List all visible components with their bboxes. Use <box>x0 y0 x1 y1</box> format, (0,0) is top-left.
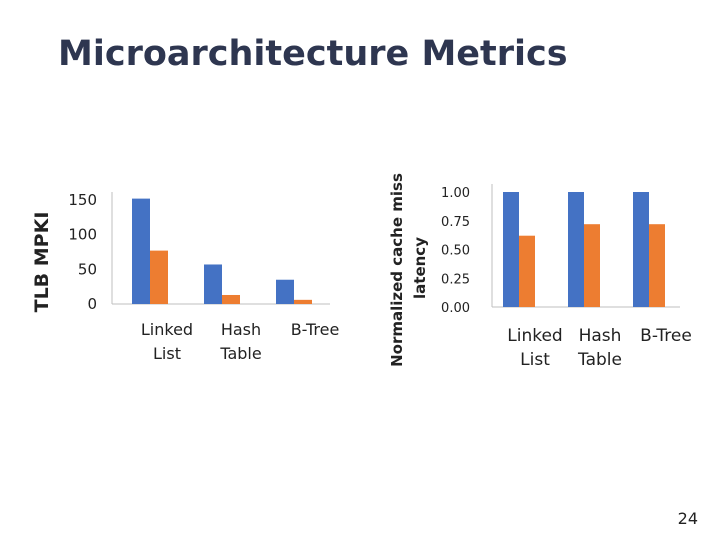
bar-series1 <box>633 192 649 307</box>
bar-series2 <box>150 250 168 304</box>
bar-series1 <box>568 192 584 307</box>
y-tick-label: 0.00 <box>441 301 470 316</box>
bar-series1 <box>503 192 519 307</box>
category-label-line2: Table <box>219 344 261 363</box>
y-tick-label: 50 <box>78 260 97 278</box>
bar-series1 <box>132 198 150 304</box>
y-axis-title-line2: latency <box>411 237 429 299</box>
category-label-line2: List <box>153 344 181 363</box>
bar-series2 <box>649 224 665 307</box>
y-tick-label: 0.75 <box>441 215 470 230</box>
category-label: Linked <box>507 326 562 346</box>
page-number: 24 <box>677 509 698 528</box>
y-tick-label: 100 <box>68 226 97 244</box>
y-tick-label: 0 <box>87 295 97 313</box>
category-label: B-Tree <box>291 320 340 339</box>
bar-series2 <box>519 235 535 307</box>
category-label: Hash <box>579 326 622 346</box>
y-axis-title: TLB MPKI <box>31 212 53 313</box>
y-axis-title: Normalized cache miss <box>388 173 406 367</box>
bar-series2 <box>584 224 600 307</box>
category-label: B-Tree <box>640 326 692 346</box>
category-label-line2: Table <box>577 350 622 370</box>
bar-series1 <box>204 264 222 304</box>
y-tick-label: 150 <box>68 191 97 209</box>
bar-series1 <box>276 279 294 304</box>
category-label-line2: List <box>520 350 550 370</box>
category-label: Hash <box>221 320 261 339</box>
category-label: Linked <box>141 320 193 339</box>
cache-miss-latency-chart: 0.00 0.25 0.50 0.75 1.00 Linked List Hash Table B… <box>388 173 692 370</box>
bar-series2 <box>222 294 240 304</box>
y-tick-label: 0.50 <box>441 244 470 259</box>
y-tick-label: 0.25 <box>441 272 470 287</box>
tlb-mpki-chart: 0 50 100 150 Linked List Hash Table B-Tree TLB MP… <box>31 191 339 363</box>
bar-series2 <box>294 299 312 304</box>
slide-title: Microarchitecture Metrics <box>58 34 568 74</box>
y-tick-label: 1.00 <box>441 186 470 201</box>
